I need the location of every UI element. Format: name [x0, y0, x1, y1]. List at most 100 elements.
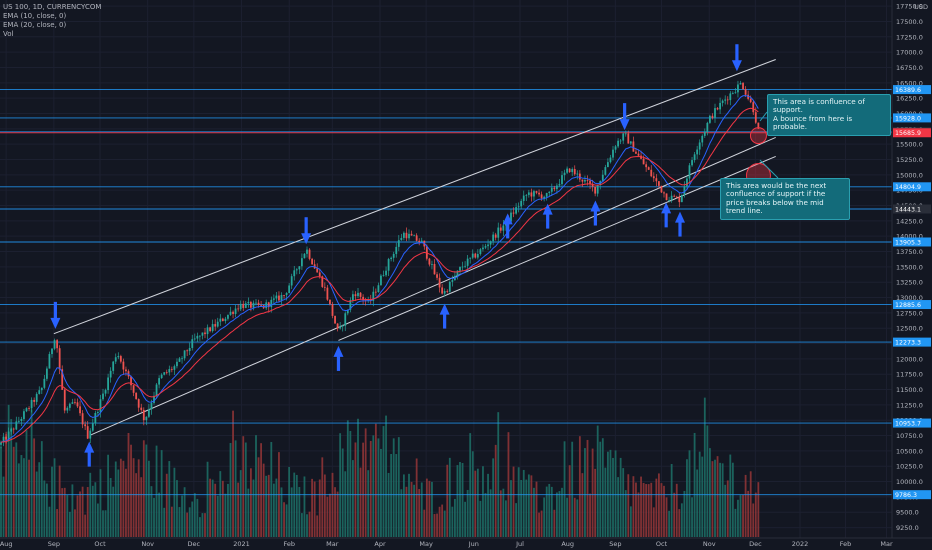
- candle-body: [696, 149, 699, 155]
- candle-body: [589, 180, 591, 185]
- candle-body: [594, 186, 597, 194]
- candle-body: [303, 253, 306, 259]
- candle-body: [61, 369, 64, 390]
- volume-bar: [397, 437, 400, 537]
- arrow-head: [502, 213, 513, 225]
- candle-body: [438, 277, 441, 288]
- candle-body: [645, 164, 648, 168]
- arrow-shaft: [623, 103, 627, 122]
- support-level-label: 14804.9: [895, 184, 921, 191]
- candle-body: [607, 162, 609, 168]
- candle-body: [298, 266, 301, 270]
- candle-body: [658, 181, 660, 186]
- volume-bar: [703, 397, 706, 537]
- candle-body: [173, 366, 176, 370]
- candle-body: [244, 303, 247, 308]
- volume-bar: [538, 512, 540, 537]
- ema-lines: [0, 95, 759, 443]
- volume-bar: [229, 443, 232, 537]
- volume-bar: [545, 486, 548, 537]
- candle-body: [186, 350, 189, 352]
- time-tick-label: Nov: [703, 540, 716, 548]
- volume-bar: [693, 432, 696, 537]
- candle-body: [209, 327, 211, 332]
- candle-body: [374, 291, 377, 293]
- candle-body: [204, 332, 206, 335]
- candle-body: [431, 264, 433, 265]
- candle-body: [515, 207, 517, 214]
- candle-body: [354, 294, 357, 297]
- volume-bar: [267, 474, 270, 537]
- volume-bar: [459, 461, 461, 537]
- candle-body: [267, 302, 270, 308]
- volume-bar: [252, 479, 255, 537]
- swing-arrow-down: [731, 44, 742, 72]
- swing-arrow-up: [675, 211, 685, 237]
- candle-body: [596, 184, 599, 194]
- volume-bar: [30, 409, 33, 537]
- candle-body: [433, 264, 436, 275]
- volume-bar: [709, 448, 711, 537]
- candle-body: [278, 295, 280, 301]
- volume-bar: [668, 510, 670, 537]
- candle-body: [714, 108, 716, 118]
- volume-bar: [51, 466, 53, 537]
- annotation-pointer: [759, 159, 779, 179]
- legend-ema10: EMA (10, close, 0): [3, 12, 67, 20]
- volume-bar: [520, 480, 523, 537]
- candle-body: [196, 335, 199, 339]
- candle-body: [543, 196, 546, 199]
- candle-body: [53, 340, 56, 349]
- volume-bar: [66, 495, 69, 537]
- annotation-line: A bounce from here is probable.: [773, 113, 853, 132]
- candle-body: [221, 318, 224, 322]
- support-level-tag: [893, 182, 931, 192]
- candle-body: [142, 409, 145, 421]
- candle-body: [84, 424, 87, 427]
- candle-body: [331, 304, 334, 316]
- price-tick-label: 16750.0: [896, 64, 923, 72]
- volume-bar: [678, 509, 681, 537]
- volume-bar: [632, 476, 635, 537]
- candle-body: [637, 153, 640, 156]
- candle-body: [668, 200, 670, 201]
- candle-body: [446, 291, 449, 292]
- volume-bar: [357, 418, 359, 537]
- volume-bar: [244, 442, 247, 537]
- volume-bar: [219, 471, 222, 537]
- candle-body: [183, 350, 186, 359]
- price-tick-label: 10250.0: [896, 463, 923, 471]
- volume-bar: [540, 510, 543, 537]
- candle-body: [232, 311, 234, 314]
- volume-bar: [395, 454, 398, 537]
- volume-bar: [86, 487, 89, 537]
- candle-body: [290, 276, 293, 286]
- volume-bar: [313, 481, 316, 537]
- candle-body: [484, 246, 487, 248]
- candle-body: [122, 361, 125, 370]
- volume-bar: [323, 474, 326, 537]
- price-tick-label: 13000.0: [896, 294, 923, 302]
- volume-bar: [691, 497, 693, 537]
- candle-body: [729, 93, 732, 101]
- candle-body: [272, 298, 275, 300]
- volume-bar: [74, 509, 76, 537]
- price-tick-label: 16250.0: [896, 95, 923, 103]
- price-tick-label: 14000.0: [896, 233, 923, 241]
- candle-body: [334, 315, 336, 324]
- volume-bar: [127, 432, 130, 537]
- arrow-head: [619, 119, 630, 131]
- volume-bar: [629, 506, 632, 537]
- volume-bar: [433, 514, 436, 537]
- volume-bar: [341, 448, 344, 537]
- support-level-tag: [893, 337, 931, 347]
- candle-body: [2, 436, 5, 443]
- annotation-line: confluence of support if the: [726, 189, 826, 199]
- volume-bar: [298, 487, 301, 537]
- volume-bar: [489, 489, 492, 537]
- volume-bar: [497, 412, 500, 537]
- volume-bar: [349, 430, 352, 537]
- volume-bar: [719, 462, 721, 537]
- volume-bar: [561, 487, 563, 537]
